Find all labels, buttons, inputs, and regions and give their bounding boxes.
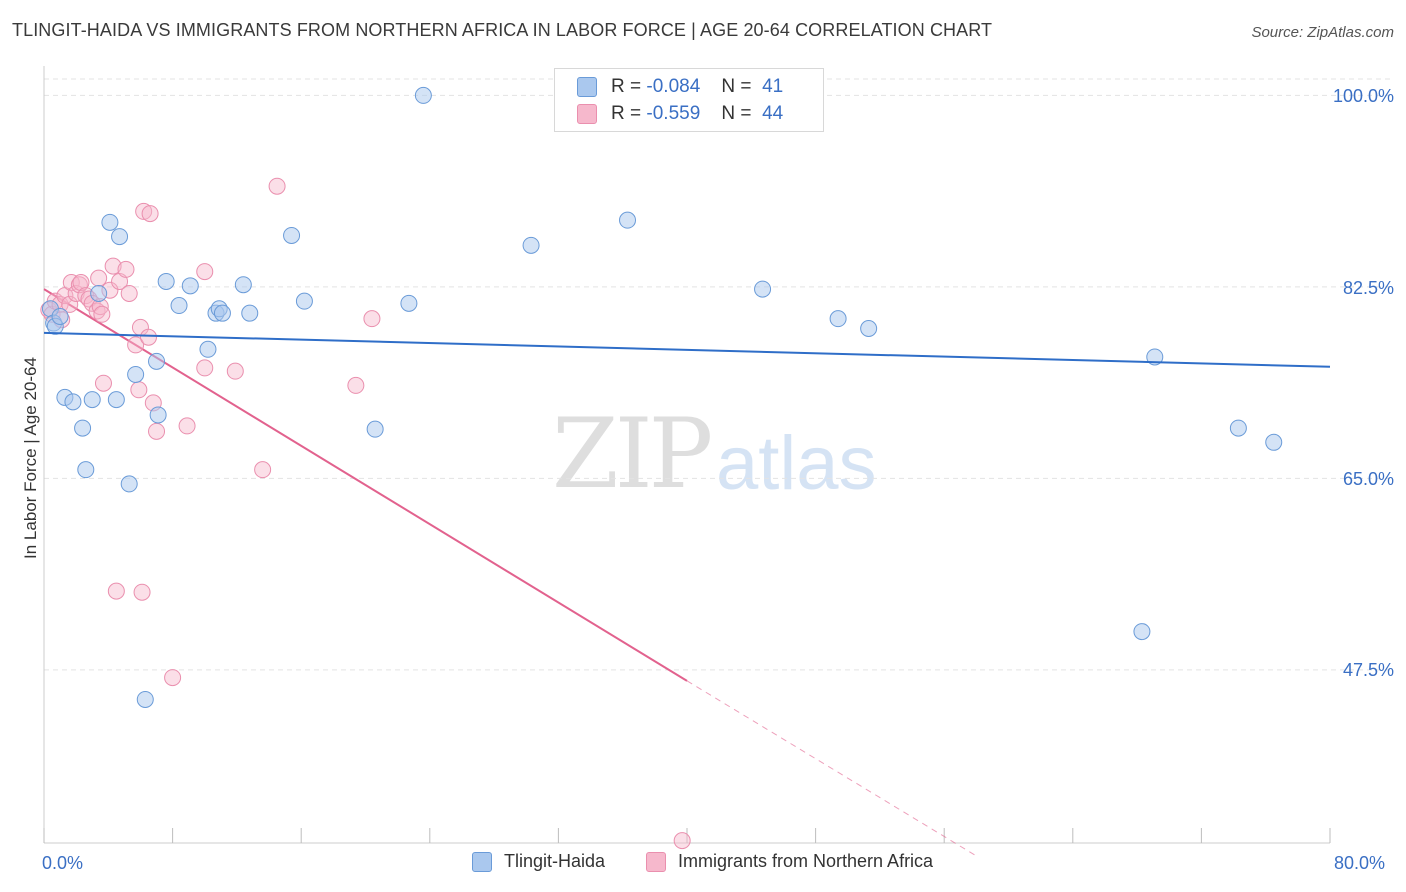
point-immigrants-39 <box>268 177 286 195</box>
point-tlingit-34 <box>754 280 772 298</box>
chart-title: TLINGIT-HAIDA VS IMMIGRANTS FROM NORTHER… <box>12 20 993 40</box>
point-tlingit-14 <box>127 365 145 383</box>
point-immigrants-32 <box>148 422 166 440</box>
point-tlingit-25 <box>234 276 252 294</box>
point-immigrants-15 <box>90 269 108 287</box>
x-tick-label-min: 0.0% <box>42 853 84 873</box>
x-tick-label-max: 80.0% <box>1334 853 1386 873</box>
point-tlingit-11 <box>107 391 125 409</box>
point-immigrants-33 <box>164 669 182 687</box>
point-immigrants-27 <box>133 583 151 601</box>
point-immigrants-41 <box>363 310 381 328</box>
legend-n-value: 41 <box>762 76 784 97</box>
point-tlingit-30 <box>400 294 418 312</box>
point-tlingit-13 <box>120 475 138 493</box>
point-tlingit-28 <box>295 292 313 310</box>
legend-swatch-blue <box>577 77 597 97</box>
bottom-legend-label-tlingit: Tlingit-Haida <box>504 851 606 871</box>
point-immigrants-22 <box>117 260 135 278</box>
point-immigrants-28 <box>135 202 153 220</box>
correlation-legend: R = -0.084 N = 41 R = -0.559 N = 44 <box>554 68 824 132</box>
watermark-zip: ZIP <box>552 398 713 510</box>
point-immigrants-35 <box>196 359 214 377</box>
y-tick-label-82-5: 82.5% <box>1342 278 1394 298</box>
bottom-legend-swatch-blue <box>472 851 492 872</box>
point-immigrants-36 <box>196 263 214 281</box>
point-tlingit-19 <box>170 297 188 315</box>
point-tlingit-27 <box>283 226 301 244</box>
point-tlingit-7 <box>77 461 95 479</box>
point-tlingit-9 <box>90 284 108 302</box>
point-tlingit-31 <box>414 86 432 104</box>
point-immigrants-29 <box>139 328 157 346</box>
point-tlingit-16 <box>148 352 166 370</box>
point-tlingit-35 <box>829 310 847 328</box>
point-tlingit-37 <box>1133 623 1151 641</box>
bottom-legend-label-immigrants: Immigrants from Northern Africa <box>678 851 934 871</box>
point-tlingit-5 <box>64 393 82 411</box>
point-tlingit-18 <box>157 272 175 290</box>
legend-n-label: N = <box>721 103 752 124</box>
legend-r-label: R = <box>611 76 642 97</box>
legend-row-tlingit: R = -0.084 N = 41 <box>577 74 783 100</box>
y-tick-label-100: 100.0% <box>1332 86 1394 106</box>
point-tlingit-8 <box>83 391 101 409</box>
point-immigrants-25 <box>130 381 148 399</box>
bottom-legend-immigrants: Immigrants from Northern Africa <box>646 851 933 872</box>
point-tlingit-15 <box>136 690 154 708</box>
point-immigrants-38 <box>254 461 272 479</box>
point-immigrants-5 <box>61 295 79 313</box>
trendline-tlingit <box>43 331 1331 368</box>
point-tlingit-24 <box>213 304 231 322</box>
point-immigrants-40 <box>347 376 365 394</box>
bottom-legend-swatch-pink <box>646 851 666 872</box>
bottom-legend-tlingit: Tlingit-Haida <box>472 851 605 872</box>
point-immigrants-24 <box>127 336 145 354</box>
point-tlingit-33 <box>619 211 637 229</box>
point-immigrants-23 <box>120 284 138 302</box>
legend-n-value: 44 <box>762 103 784 124</box>
legend-row-immigrants: R = -0.559 N = 44 <box>577 101 783 127</box>
y-axis-label: In Labor Force | Age 20-64 <box>21 357 40 559</box>
point-immigrants-42 <box>673 832 691 850</box>
point-immigrants-17 <box>94 374 112 392</box>
point-tlingit-29 <box>366 420 384 438</box>
point-immigrants-9 <box>72 274 90 292</box>
point-tlingit-21 <box>199 340 217 358</box>
legend-n-label: N = <box>721 76 752 97</box>
point-tlingit-36 <box>860 319 878 337</box>
legend-r-value: -0.084 <box>646 76 701 97</box>
point-tlingit-32 <box>522 236 540 254</box>
point-immigrants-30 <box>141 205 159 223</box>
legend-r-label: R = <box>611 103 642 124</box>
watermark-atlas: atlas <box>716 421 877 506</box>
y-tick-label-65: 65.0% <box>1342 469 1394 489</box>
point-immigrants-34 <box>178 417 196 435</box>
point-tlingit-38 <box>1146 348 1164 366</box>
point-immigrants-19 <box>104 257 122 275</box>
point-tlingit-26 <box>241 304 259 322</box>
point-tlingit-10 <box>101 213 119 231</box>
point-tlingit-20 <box>181 277 199 295</box>
point-tlingit-3 <box>51 307 69 325</box>
legend-swatch-pink <box>577 104 597 124</box>
legend-r-value: -0.559 <box>646 103 701 124</box>
point-tlingit-17 <box>149 406 167 424</box>
point-tlingit-40 <box>1265 433 1283 451</box>
point-tlingit-39 <box>1229 419 1247 437</box>
y-tick-label-47-5: 47.5% <box>1342 660 1394 680</box>
trendline-immigrants <box>43 288 688 682</box>
point-tlingit-6 <box>74 419 92 437</box>
point-immigrants-16 <box>93 305 111 323</box>
source-credit: Source: ZipAtlas.com <box>1251 24 1394 41</box>
trendline-immigrants-extrapolated <box>686 680 977 857</box>
point-immigrants-20 <box>107 582 125 600</box>
point-tlingit-12 <box>111 228 129 246</box>
point-immigrants-37 <box>226 362 244 380</box>
